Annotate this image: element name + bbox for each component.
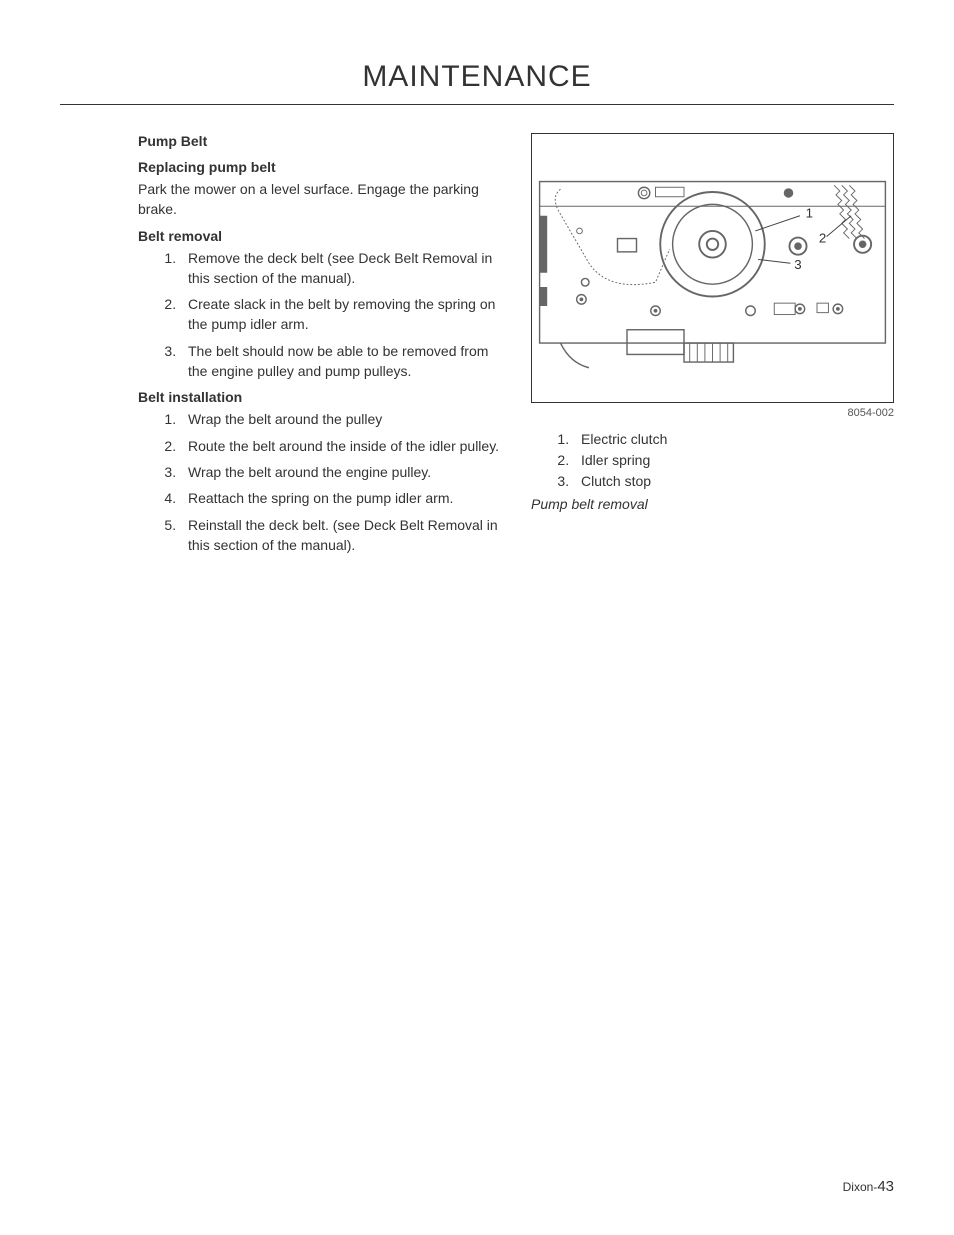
callout-1: 1 <box>806 206 813 221</box>
subheading-removal: Belt removal <box>138 228 501 244</box>
legend-item: Idler spring <box>573 450 894 471</box>
intro-paragraph: Park the mower on a level surface. Engag… <box>138 179 501 220</box>
figure-caption: Pump belt removal <box>531 496 894 512</box>
subheading-installation: Belt installation <box>138 389 501 405</box>
diagram-figure: 1 2 3 <box>531 133 894 403</box>
list-item: Reinstall the deck belt. (see Deck Belt … <box>180 515 501 556</box>
list-item: Wrap the belt around the engine pulley. <box>180 462 501 482</box>
left-column: Pump Belt Replacing pump belt Park the m… <box>60 133 501 563</box>
pump-belt-diagram: 1 2 3 <box>532 134 893 402</box>
legend-item: Clutch stop <box>573 471 894 492</box>
right-column: 1 2 3 8054-002 Electric clutch Idler spr… <box>531 133 894 563</box>
list-item: Route the belt around the inside of the … <box>180 436 501 456</box>
page-title: MAINTENANCE <box>60 60 894 105</box>
list-item: Wrap the belt around the pulley <box>180 409 501 429</box>
callout-3: 3 <box>794 257 801 272</box>
list-item: The belt should now be able to be remove… <box>180 341 501 382</box>
content-columns: Pump Belt Replacing pump belt Park the m… <box>60 133 894 563</box>
footer-label: Dixon- <box>843 1180 878 1194</box>
removal-steps-list: Remove the deck belt (see Deck Belt Remo… <box>138 248 501 382</box>
figure-reference: 8054-002 <box>531 407 894 419</box>
page-footer: Dixon-43 <box>843 1178 894 1195</box>
figure-legend: Electric clutch Idler spring Clutch stop <box>531 429 894 492</box>
list-item: Create slack in the belt by removing the… <box>180 294 501 335</box>
legend-item: Electric clutch <box>573 429 894 450</box>
footer-page-number: 43 <box>877 1178 894 1195</box>
callout-2: 2 <box>819 230 826 245</box>
section-heading-pump-belt: Pump Belt <box>138 133 501 149</box>
list-item: Remove the deck belt (see Deck Belt Remo… <box>180 248 501 289</box>
install-steps-list: Wrap the belt around the pulley Route th… <box>138 409 501 555</box>
subheading-replacing: Replacing pump belt <box>138 159 501 175</box>
list-item: Reattach the spring on the pump idler ar… <box>180 488 501 508</box>
